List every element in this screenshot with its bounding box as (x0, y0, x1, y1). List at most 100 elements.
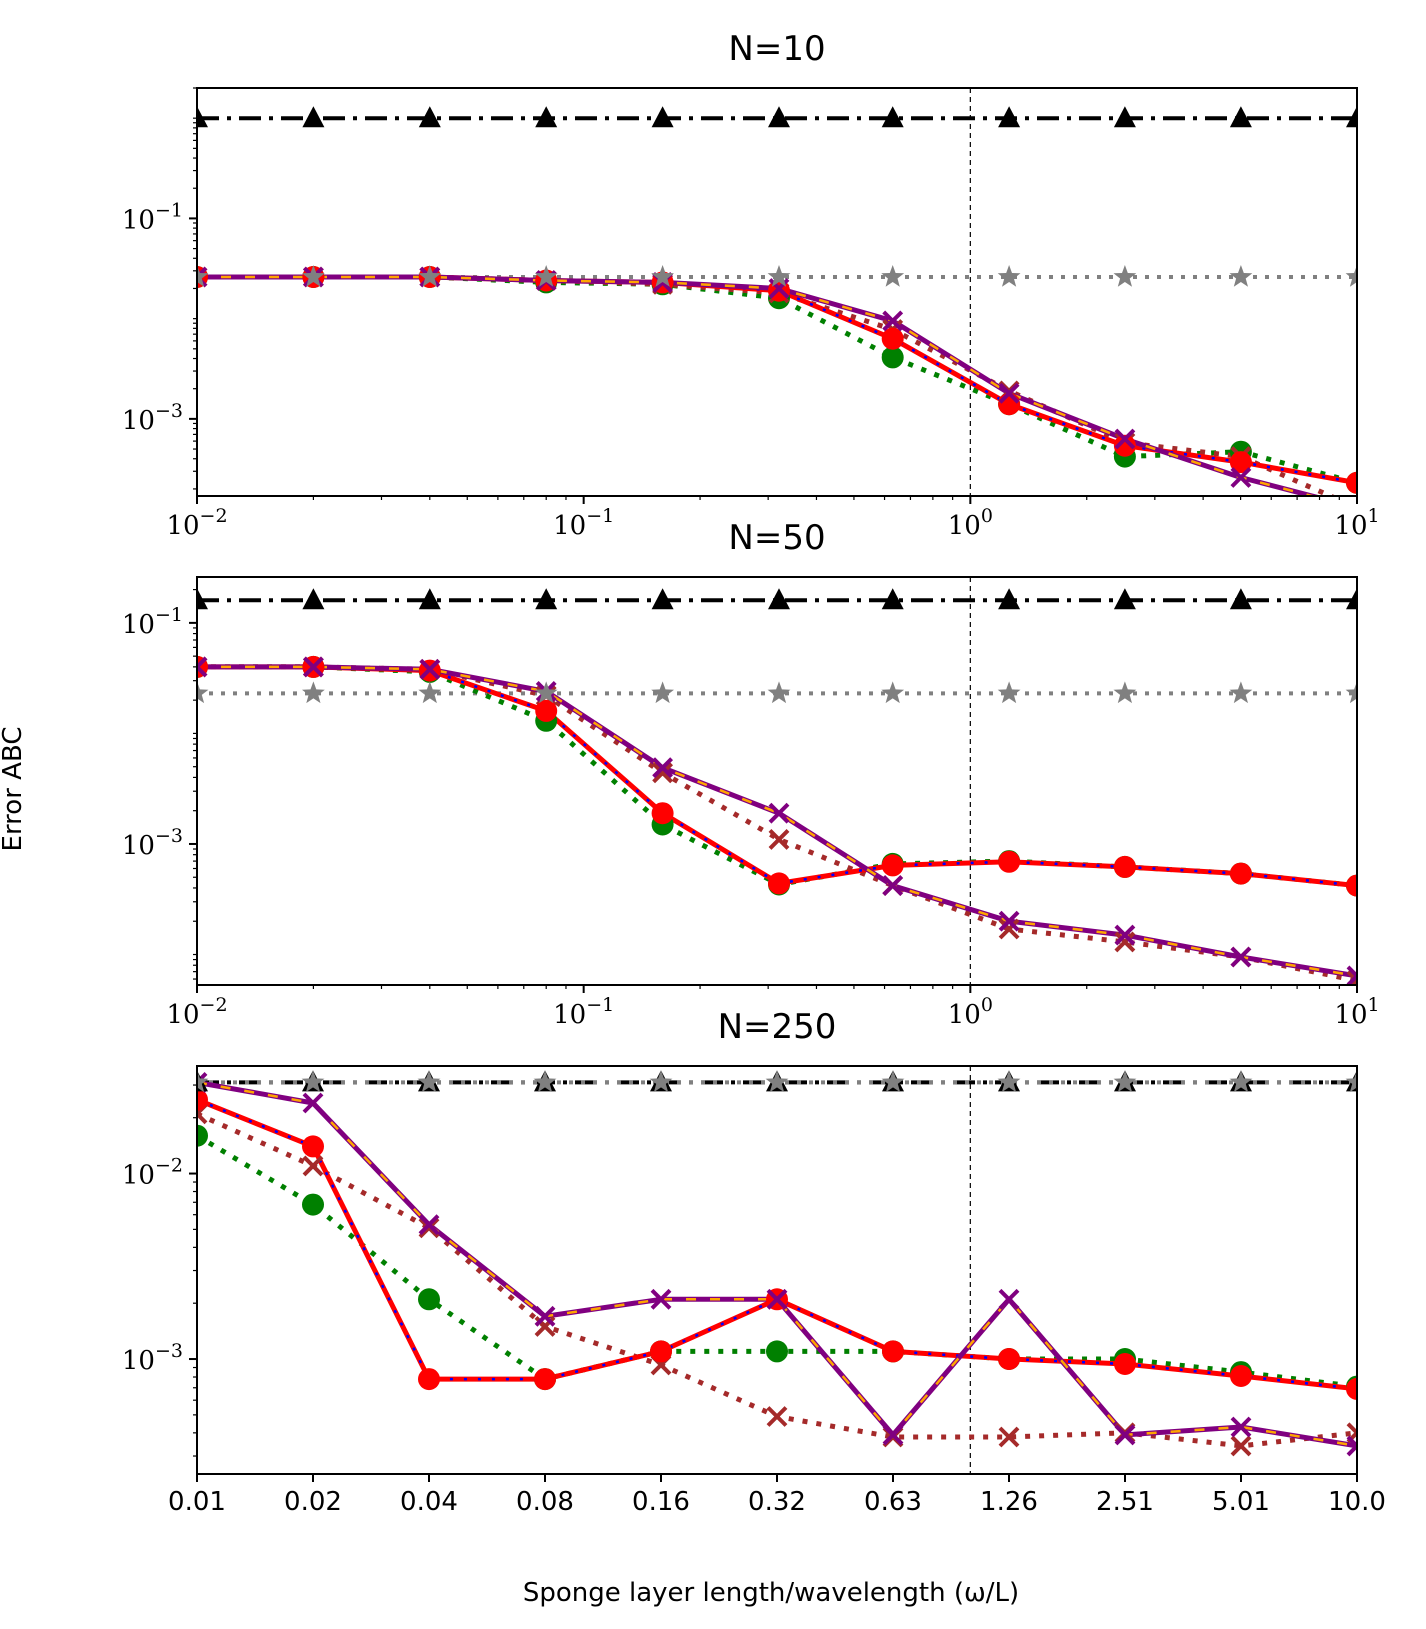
x-tick-label: 100 (948, 505, 993, 541)
point-black (768, 106, 790, 128)
point-black (651, 588, 674, 610)
panel-1: N=10 10−2 10−1 100 101 10−1 10−3 (122, 29, 1380, 541)
plot-area (197, 88, 1357, 496)
point-purple (302, 656, 324, 678)
point-brown (302, 1155, 324, 1177)
point-black (1229, 588, 1252, 610)
point-gray (997, 1070, 1021, 1093)
point-green (418, 1288, 440, 1311)
point-purple (1230, 467, 1252, 488)
series-purple-line (197, 664, 1357, 979)
point-gray (301, 1070, 325, 1093)
point-brown (652, 762, 674, 784)
point-red (882, 1340, 904, 1363)
point-gray (651, 681, 674, 704)
point-red (197, 1088, 208, 1111)
point-red (881, 854, 904, 877)
point-purple (534, 1305, 556, 1327)
point-red (1114, 1353, 1136, 1375)
x-tick-label: 0.63 (864, 1487, 922, 1517)
point-brown (998, 918, 1020, 940)
point-gray (1345, 265, 1357, 287)
point-gray (418, 681, 442, 704)
point-gray (1345, 1070, 1357, 1093)
point-brown (418, 1217, 440, 1239)
x-tick-label: 101 (1334, 994, 1379, 1030)
series-brown-line (197, 274, 1337, 496)
point-red (650, 1340, 672, 1363)
point-black (998, 106, 1021, 128)
point-gray (1229, 1070, 1253, 1093)
point-purple (882, 1424, 904, 1446)
point-gray (534, 681, 558, 704)
point-black (1346, 106, 1357, 128)
point-purple (1114, 428, 1136, 450)
plot-area (197, 1066, 1357, 1474)
y-tick-label: 10−1 (122, 604, 183, 640)
x-tick-label: 5.01 (1212, 1487, 1270, 1517)
y-tick-label: 10−3 (122, 825, 183, 861)
point-gray (1113, 681, 1137, 704)
panel-title: N=50 (728, 518, 825, 558)
point-gray (767, 265, 791, 287)
point-brown (1230, 1435, 1252, 1457)
x-tick-label: 1.26 (980, 1487, 1038, 1517)
point-gray (197, 265, 209, 287)
point-purple (882, 310, 904, 332)
point-gray (197, 681, 209, 704)
point-purple (768, 278, 790, 299)
panel-2: N=50 10−2 10−1 100 101 10−1 10−3 (122, 518, 1380, 1030)
point-red (1230, 1365, 1252, 1387)
point-gray (417, 1070, 441, 1093)
axes-frame (196, 576, 1358, 986)
point-brown (768, 828, 790, 850)
point-red (1113, 855, 1136, 878)
point-gray (534, 265, 558, 287)
point-red (651, 802, 674, 825)
point-red (1346, 471, 1357, 494)
point-red (534, 1368, 556, 1391)
point-black (1229, 106, 1252, 128)
x-tick-label: 0.01 (168, 1487, 226, 1517)
point-gray (302, 681, 325, 704)
point-purple (1114, 924, 1136, 946)
point-black (881, 106, 904, 128)
point-green (302, 1193, 324, 1216)
x-tick-label: 101 (1334, 505, 1379, 541)
y-tick-label: 10−3 (122, 1340, 183, 1376)
axes-frame (196, 1065, 1358, 1475)
point-purple (1346, 965, 1357, 985)
point-black (881, 588, 904, 610)
point-black (197, 588, 208, 610)
point-red (881, 327, 904, 350)
x-tick-label: 2.51 (1096, 1487, 1154, 1517)
point-black (1113, 106, 1136, 128)
point-purple (302, 1092, 324, 1114)
point-gray (649, 1070, 673, 1093)
x-tick-label: 10−2 (166, 994, 227, 1030)
axes-frame (196, 87, 1358, 497)
series-orange-dash (197, 275, 1317, 496)
point-red (302, 1135, 324, 1158)
x-tick-label: 10−1 (553, 505, 614, 541)
point-red (998, 850, 1021, 873)
point-green (881, 346, 904, 369)
point-red (1229, 451, 1252, 474)
series-brown-line (197, 664, 1357, 984)
point-purple (766, 1288, 788, 1310)
point-brown (998, 1426, 1020, 1448)
point-gray (881, 681, 905, 704)
point-purple (419, 658, 441, 680)
point-gray (1345, 681, 1357, 704)
x-tick-label: 0.08 (516, 1487, 574, 1517)
point-black (535, 588, 558, 610)
point-red (998, 1348, 1020, 1370)
x-tick-label: 0.32 (748, 1487, 806, 1517)
point-gray (1229, 265, 1253, 287)
panel-3: N=250 0.01 0.02 0.04 0.08 0.16 0.32 0.63 1.26 2.5… (122, 1007, 1386, 1517)
series-purple-line (197, 274, 1322, 496)
point-green (197, 1124, 208, 1147)
y-tick-label: 10−3 (122, 400, 183, 436)
point-black (197, 106, 208, 128)
x-axis-label: Sponge layer length/wavelength (ω/L) (523, 1578, 1019, 1608)
